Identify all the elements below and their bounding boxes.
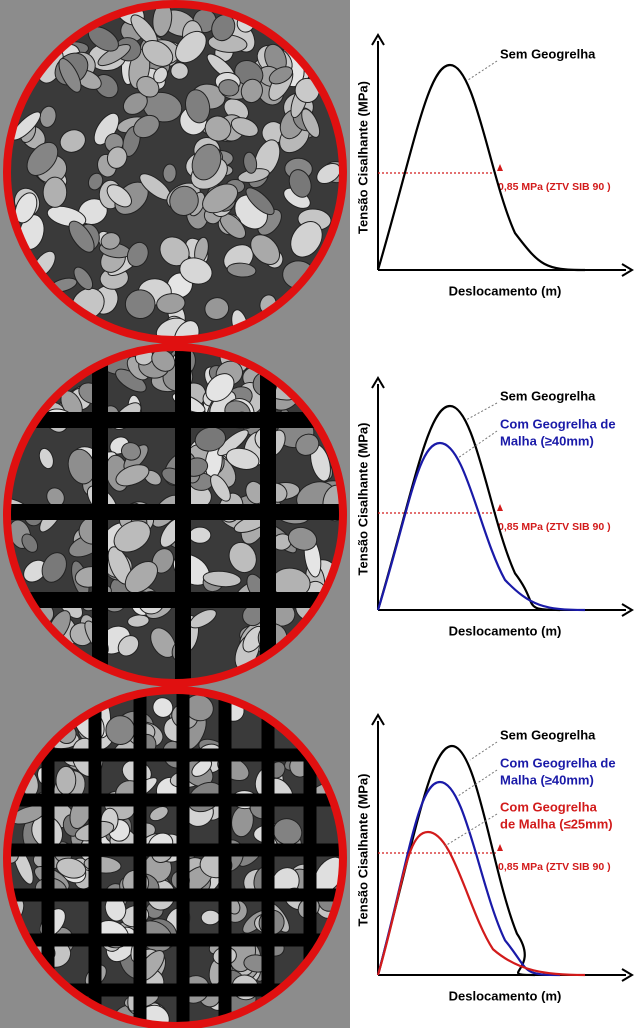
grid-bar [0,412,350,428]
threshold-marker [497,164,503,171]
curve-label: Malha (≥40mm) [500,433,594,448]
grid-bar [0,504,350,520]
curve-label: Malha (≥40mm) [500,772,594,787]
curve-label: Com Geogrelha de [500,755,616,770]
aggregate [56,766,76,794]
aggregate [201,910,220,925]
threshold-label: 0,85 MPa (ZTV SIB 90 ) [498,861,611,873]
aggregate [163,164,177,183]
grid-bar [0,844,350,857]
label-pointer [470,742,497,760]
label-pointer [466,403,497,420]
label-pointer [445,814,497,846]
curve [378,832,585,975]
x-axis-label: Deslocamento (m) [449,623,562,638]
threshold-marker [497,504,503,511]
y-axis-label: Tensão Cisalhante (MPa) [355,423,370,576]
curve-label: de Malha (≤25mm) [500,816,613,831]
grid-bar [0,794,350,807]
threshold-marker [497,844,503,851]
aggregate [43,177,67,208]
y-axis-label: Tensão Cisalhante (MPa) [355,774,370,927]
y-axis-label: Tensão Cisalhante (MPa) [355,81,370,234]
curve-label: Sem Geogrelha [500,46,596,61]
threshold-label: 0,85 MPa (ZTV SIB 90 ) [498,181,611,193]
aggregate [189,527,211,543]
curve-label: Com Geogrelha de [500,416,616,431]
x-axis-label: Deslocamento (m) [449,988,562,1003]
x-axis-label: Deslocamento (m) [449,283,562,298]
curve-label: Sem Geogrelha [500,388,596,403]
curve [378,65,585,270]
grid-bar [0,889,350,902]
threshold-label: 0,85 MPa (ZTV SIB 90 ) [498,521,611,533]
curve-label: Sem Geogrelha [500,727,596,742]
grid-bar [0,934,350,947]
grid-bar [0,749,350,762]
figure: Tensão Cisalhante (MPa) Deslocamento (m) 0… [0,0,635,1028]
curve-label: Com Geogrelha [500,799,598,814]
grid-bar [0,592,350,608]
label-pointer [468,61,497,80]
